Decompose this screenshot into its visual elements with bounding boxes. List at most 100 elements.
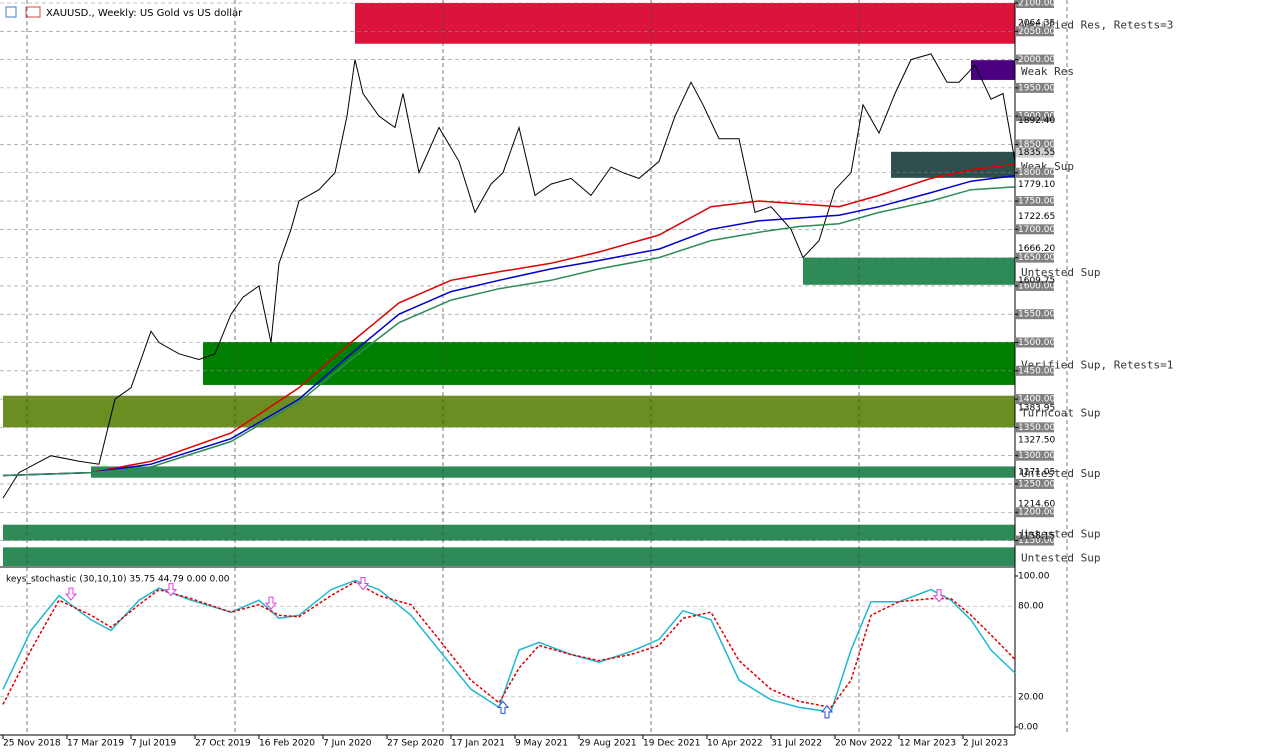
- y-tick-label: 1350.00: [1018, 423, 1055, 433]
- y-tick-label: 1500.00: [1018, 338, 1055, 348]
- y-tick-box: [1016, 535, 1054, 546]
- y-tick-box: [1016, 337, 1054, 348]
- signal-arrow: [164, 583, 178, 597]
- y-tick-label: 1800.00: [1018, 168, 1055, 178]
- zone: [3, 395, 1015, 428]
- y-tick-box: [1016, 111, 1054, 122]
- signal-arrow: [932, 589, 946, 603]
- x-tick-label: 25 Nov 2018: [3, 739, 61, 749]
- zone-label: Verified Sup, Retests=1: [1021, 358, 1173, 371]
- x-tick-label: 16 Feb 2020: [259, 739, 315, 749]
- x-tick-label: 27 Oct 2019: [195, 739, 251, 749]
- y-tick-box: [1016, 0, 1054, 8]
- x-tick-label: 2 Jul 2023: [963, 739, 1008, 749]
- y-tick-label: 1900.00: [1018, 112, 1055, 122]
- x-tick-label: 7 Jul 2019: [131, 739, 176, 749]
- y-tick-label: 1850.00: [1018, 140, 1055, 150]
- y-tick-label: 1250.00: [1018, 479, 1055, 489]
- x-tick-label: 19 Dec 2021: [643, 739, 701, 749]
- y-tick-label: 100.00: [1018, 572, 1050, 582]
- y-tick-box: [1016, 507, 1054, 518]
- y-tick-label: 2050.00: [1018, 27, 1055, 37]
- y-tick-label: 1650.00: [1018, 253, 1055, 263]
- y-tick-box: [1016, 196, 1054, 207]
- y-tick-box: [1016, 280, 1054, 291]
- x-tick-label: 17 Jan 2021: [451, 739, 505, 749]
- zone: [355, 3, 1015, 44]
- series-line: [2, 163, 1016, 477]
- price-level-label: 1214.60: [1018, 499, 1055, 509]
- y-tick-label: 1550.00: [1018, 310, 1055, 320]
- zone: [971, 60, 1015, 80]
- zone: [3, 524, 1015, 541]
- y-tick-label: 1600.00: [1018, 281, 1055, 291]
- y-tick-label: 1400.00: [1018, 395, 1055, 405]
- y-tick-label: 1150.00: [1018, 536, 1055, 546]
- zone-label: Untested Sup: [1021, 266, 1100, 279]
- price-level-label: 2064.35: [1018, 19, 1055, 29]
- signal-arrow: [496, 700, 510, 714]
- price-level-label: 1158.15: [1018, 531, 1055, 541]
- signal-arrow: [64, 587, 78, 601]
- x-tick-label: 17 Mar 2019: [67, 739, 124, 749]
- y-tick-box: [1016, 252, 1054, 263]
- x-tick-label: 31 Jul 2022: [771, 739, 822, 749]
- y-tick-label: 1700.00: [1018, 225, 1055, 235]
- y-tick-box: [1016, 26, 1054, 37]
- x-tick-label: 29 Aug 2021: [579, 739, 637, 749]
- y-tick-label: 2100.00: [1018, 0, 1055, 9]
- last-price-box: [1016, 147, 1054, 158]
- zone: [203, 341, 1015, 385]
- last-price-label: 1835.55: [1018, 148, 1055, 158]
- y-tick-label: 1300.00: [1018, 451, 1055, 461]
- zone-label: Untested Sup: [1021, 467, 1100, 480]
- price-level-label: 1779.10: [1018, 180, 1055, 190]
- price-level-label: 1722.65: [1018, 212, 1055, 222]
- y-tick-box: [1016, 365, 1054, 376]
- x-tick-label: 20 Nov 2022: [835, 739, 893, 749]
- x-tick-label: 7 Jun 2020: [323, 739, 372, 749]
- zone: [91, 466, 1015, 478]
- price-level-label: 1892.40: [1018, 116, 1055, 126]
- y-tick-box: [1016, 394, 1054, 405]
- y-tick-label: 1450.00: [1018, 366, 1055, 376]
- series-line: [2, 186, 1016, 477]
- chart-title: XAUUSD., Weekly: US Gold vs US dollar: [46, 8, 243, 19]
- y-tick-label: 1200.00: [1018, 508, 1055, 518]
- y-tick-box: [1016, 309, 1054, 320]
- zone: [803, 257, 1015, 285]
- y-tick-box: [1016, 422, 1054, 433]
- y-tick-box: [1016, 167, 1054, 178]
- y-tick-box: [1016, 54, 1054, 65]
- zone-label: Untested Sup: [1021, 552, 1100, 565]
- signal-arrow: [820, 705, 834, 719]
- y-tick-box: [1016, 139, 1054, 150]
- y-tick-box: [1016, 224, 1054, 235]
- y-tick-box: [1016, 450, 1054, 461]
- price-level-label: 1383.95: [1018, 404, 1055, 414]
- x-tick-label: 9 May 2021: [515, 739, 568, 749]
- y-tick-label: 2000.00: [1018, 55, 1055, 65]
- price-level-label: 1666.20: [1018, 244, 1055, 254]
- y-tick-box: [1016, 82, 1054, 93]
- signal-arrow: [356, 577, 370, 591]
- y-tick-label: 1750.00: [1018, 197, 1055, 207]
- y-tick-box: [1016, 478, 1054, 489]
- y-tick-label: 0.00: [1018, 723, 1038, 733]
- x-tick-label: 27 Sep 2020: [387, 739, 444, 749]
- y-tick-label: 1950.00: [1018, 83, 1055, 93]
- y-tick-label: 20.00: [1018, 692, 1044, 702]
- series-line: [2, 174, 1016, 477]
- symbol-icon: [5, 6, 17, 18]
- price-level-label: 1609.75: [1018, 276, 1055, 286]
- indicator-title: keys_stochastic (30,10,10) 35.75 44.79 0…: [6, 575, 230, 585]
- y-tick-label: 80.00: [1018, 602, 1044, 612]
- zone-label: Turncoat Sup: [1021, 407, 1100, 420]
- price-level-label: 1271.05: [1018, 468, 1055, 478]
- price-level-label: 1327.50: [1018, 436, 1055, 446]
- timeframe-icon: [25, 6, 41, 18]
- zone: [3, 547, 1015, 566]
- zone-label: Weak Res: [1021, 65, 1074, 78]
- x-tick-label: 10 Apr 2022: [707, 739, 763, 749]
